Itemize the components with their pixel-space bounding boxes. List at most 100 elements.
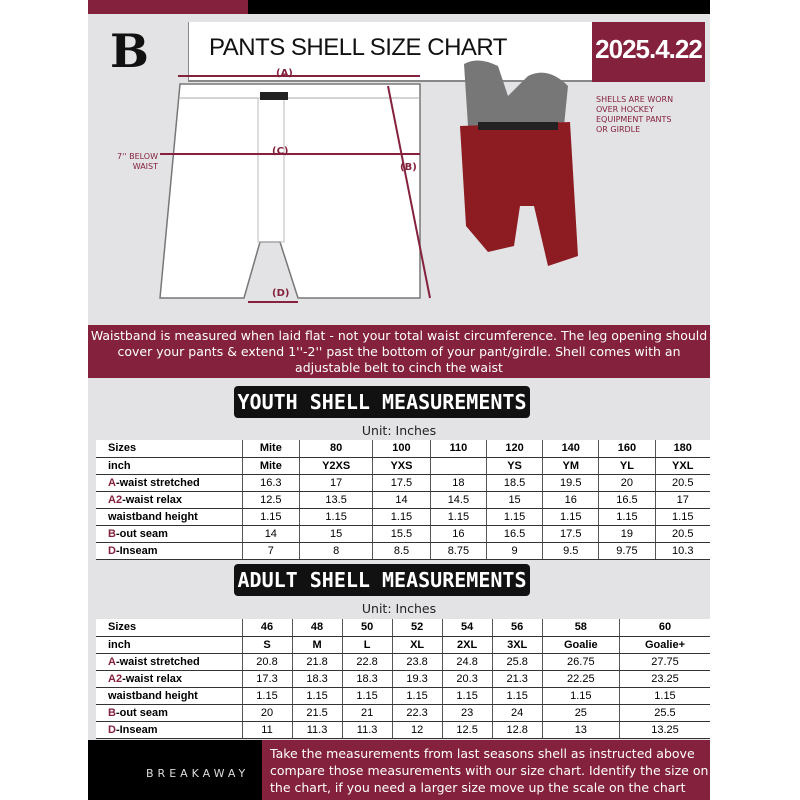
- table-cell: 14.5: [429, 491, 487, 509]
- row-label-text: -Inseam: [115, 544, 158, 557]
- table-cell: 120: [485, 440, 543, 458]
- row-label-text: -out seam: [115, 706, 168, 719]
- table-cell: 58: [541, 619, 620, 637]
- table-cell: 17: [654, 491, 710, 509]
- table-cell: Goalie+: [618, 636, 710, 654]
- table-cell: 19: [598, 525, 655, 543]
- table-cell: 13.25: [618, 721, 710, 739]
- table-cell: 16.5: [598, 491, 655, 509]
- table-cell: YL: [598, 457, 655, 475]
- table-cell: 100: [372, 440, 431, 458]
- table-cell: 7: [241, 542, 300, 560]
- table-cell: L: [341, 636, 393, 654]
- table-cell: 9.75: [598, 542, 655, 560]
- adult-title: ADULT SHELL MEASUREMENTS: [234, 564, 530, 596]
- table-row: A-waist stretched 16.3 17 17.5 18 18.5 19.5 20 2…: [96, 474, 710, 492]
- row-label: A2-waist relax: [96, 491, 242, 509]
- table-cell: 18.3: [341, 670, 393, 688]
- table-cell: 12.5: [241, 491, 300, 509]
- date-badge: 2025.4.22: [592, 22, 705, 82]
- footer-brand: BREAKAWAY: [88, 740, 262, 800]
- table-cell: 10.3: [654, 542, 710, 560]
- table-row: D-Inseam 7 8 8.5 8.75 9 9.5 9.75 10.3: [96, 542, 710, 560]
- table-cell: 24.8: [441, 653, 493, 671]
- table-cell: M: [291, 636, 343, 654]
- row-label: B-out seam: [96, 704, 242, 722]
- table-cell: 16: [429, 525, 487, 543]
- table-row: A-waist stretched 20.8 21.8 22.8 23.8 24.8 25.…: [96, 653, 710, 671]
- table-cell: 24: [491, 704, 543, 722]
- table-cell: 13: [541, 721, 620, 739]
- table-cell: YXL: [654, 457, 710, 475]
- table-cell: 20: [241, 704, 293, 722]
- row-label-text: waistband height: [108, 510, 198, 523]
- table-cell: 8: [299, 542, 373, 560]
- row-label: inch: [96, 457, 242, 475]
- label-d: (D): [272, 288, 290, 299]
- row-label-text: Sizes: [108, 442, 137, 455]
- row-label-text: -waist relax: [122, 493, 182, 506]
- table-cell: 16.5: [485, 525, 543, 543]
- table-cell: 17.5: [372, 474, 431, 492]
- table-cell: 21.8: [291, 653, 343, 671]
- row-label-text: waistband height: [108, 689, 198, 702]
- table-cell: 3XL: [491, 636, 543, 654]
- table-cell: 14: [241, 525, 300, 543]
- row-label-text: inch: [108, 638, 131, 651]
- table-cell: 21.5: [291, 704, 343, 722]
- table-cell: 12.8: [491, 721, 543, 739]
- footer-instructions: Take the measurements from last seasons …: [262, 740, 710, 800]
- row-label-prefix: A2: [108, 493, 123, 506]
- table-cell: 16: [542, 491, 599, 509]
- table-cell: Mite: [241, 457, 300, 475]
- label-a: (A): [276, 68, 293, 79]
- brand-name: BREAKAWAY: [146, 767, 250, 780]
- table-cell: 25.8: [491, 653, 543, 671]
- row-label: B-out seam: [96, 525, 242, 543]
- table-cell: 15.5: [372, 525, 431, 543]
- table-cell: 60: [618, 619, 710, 637]
- pants-photo: [460, 60, 578, 266]
- table-cell: 52: [391, 619, 443, 637]
- table-cell: 17.3: [241, 670, 293, 688]
- table-cell: 8.75: [429, 542, 487, 560]
- label-c: (C): [272, 146, 289, 157]
- table-cell: S: [241, 636, 293, 654]
- table-cell: 80: [299, 440, 373, 458]
- table-row: inch Mite Y2XS YXS YS YM YL YXL: [96, 457, 710, 475]
- row-label: Sizes: [96, 619, 242, 637]
- table-cell: 26.75: [541, 653, 620, 671]
- table-cell: 1.15: [241, 687, 293, 705]
- row-label: waistband height: [96, 687, 242, 705]
- row-label: D-Inseam: [96, 542, 242, 560]
- row-label-text: inch: [108, 459, 131, 472]
- instructions-band: Waistband is measured when laid flat - n…: [88, 325, 710, 378]
- table-cell: 23.8: [391, 653, 443, 671]
- table-row: B-out seam 14 15 15.5 16 16.5 17.5 19 20.5: [96, 525, 710, 543]
- row-label-text: -out seam: [115, 527, 168, 540]
- row-label: D-Inseam: [96, 721, 242, 739]
- brand-logo: B: [110, 24, 149, 78]
- table-cell: 17: [299, 474, 373, 492]
- table-row: A2-waist relax 17.3 18.3 18.3 19.3 20.3 21.3 22…: [96, 670, 710, 688]
- row-label-prefix: A: [108, 655, 116, 668]
- table-cell: 20.5: [654, 525, 710, 543]
- table-cell: 1.15: [654, 508, 710, 526]
- youth-unit: Unit: Inches: [361, 423, 437, 438]
- table-cell: 15: [299, 525, 373, 543]
- table-cell: 50: [341, 619, 393, 637]
- table-cell: 21.3: [491, 670, 543, 688]
- row-label-prefix: A2: [108, 672, 123, 685]
- table-row: Sizes 46 48 50 52 54 56 58 60: [96, 619, 710, 637]
- table-cell: 11.3: [291, 721, 343, 739]
- table-cell: Mite: [241, 440, 300, 458]
- table-cell: 20.3: [441, 670, 493, 688]
- label-b: (B): [400, 162, 417, 173]
- row-label-prefix: A: [108, 476, 116, 489]
- table-cell: 22.25: [541, 670, 620, 688]
- row-label: A2-waist relax: [96, 670, 242, 688]
- row-label-prefix: D: [108, 723, 116, 736]
- table-cell: Goalie: [541, 636, 620, 654]
- table-cell: 9: [485, 542, 543, 560]
- table-cell: Y2XS: [299, 457, 373, 475]
